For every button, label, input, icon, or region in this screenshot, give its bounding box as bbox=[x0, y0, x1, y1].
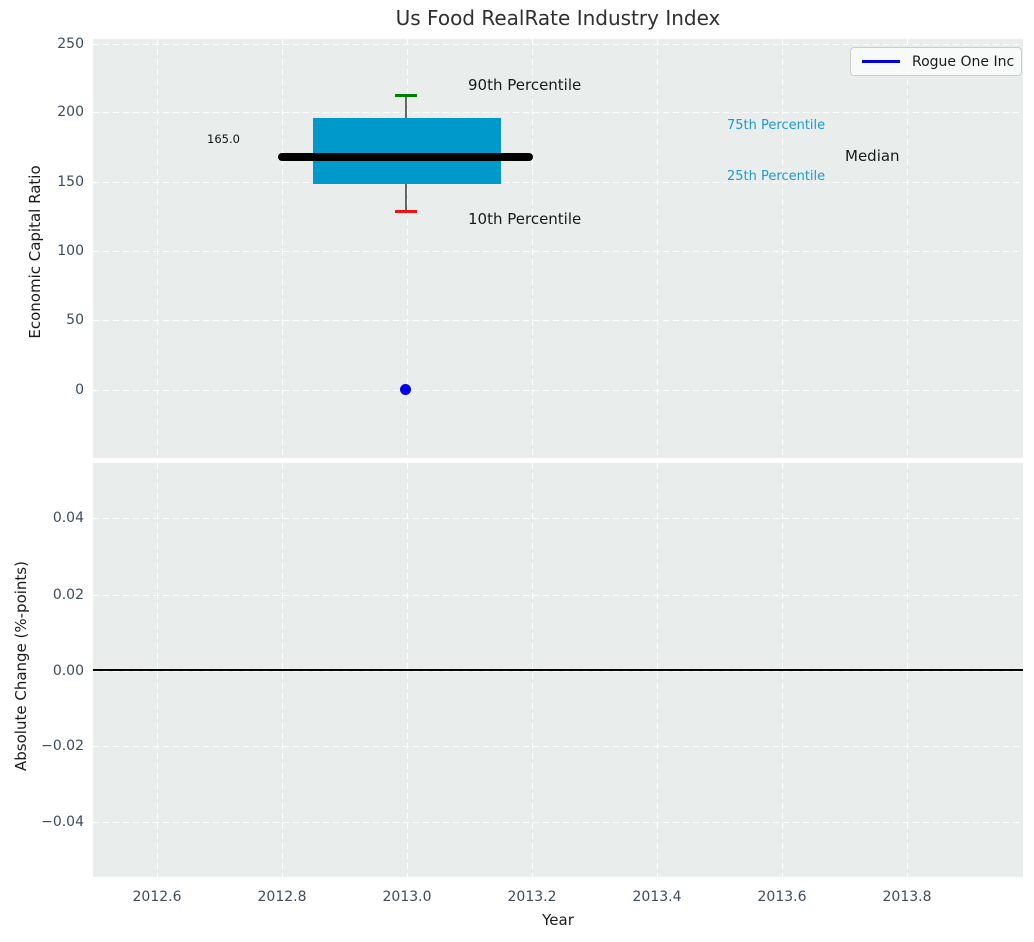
gridline bbox=[93, 518, 1023, 519]
top-plot-area: 165.0 90th Percentile 10th Percentile 75… bbox=[93, 39, 1023, 458]
gridline bbox=[907, 39, 908, 458]
gridline bbox=[93, 595, 1023, 596]
y-tick-label: 0.02 bbox=[52, 587, 84, 603]
p10-cap bbox=[395, 210, 417, 213]
p25-annotation: 25th Percentile bbox=[727, 169, 826, 184]
median-value-annotation: 165.0 bbox=[207, 132, 240, 146]
x-tick-label: 2013.4 bbox=[632, 889, 682, 905]
x-tick-label: 2013.8 bbox=[882, 889, 932, 905]
gridline bbox=[157, 39, 158, 458]
y-tick-label: 150 bbox=[57, 174, 84, 190]
gridline bbox=[93, 44, 1023, 45]
legend-line-sample bbox=[862, 60, 900, 63]
x-tick-label: 2012.6 bbox=[132, 889, 182, 905]
y-tick-label: 250 bbox=[57, 36, 84, 52]
gridline bbox=[93, 746, 1023, 747]
chart-title: Us Food RealRate Industry Index bbox=[395, 6, 721, 30]
y-tick-label: 0.04 bbox=[52, 510, 84, 526]
gridline bbox=[93, 112, 1023, 113]
p90-annotation: 90th Percentile bbox=[468, 76, 582, 94]
y-tick-label: −0.02 bbox=[41, 738, 84, 754]
rogue-one-data-point bbox=[400, 384, 411, 395]
median-annotation: Median bbox=[845, 147, 900, 165]
zero-change-line bbox=[93, 669, 1023, 671]
y-tick-label: 200 bbox=[57, 104, 84, 120]
y-tick-label: −0.04 bbox=[41, 814, 84, 830]
legend-label: Rogue One Inc bbox=[912, 53, 1015, 70]
gridline bbox=[93, 822, 1023, 823]
interquartile-box bbox=[313, 118, 501, 184]
p90-cap bbox=[395, 94, 417, 97]
gridline bbox=[93, 390, 1023, 391]
gridline bbox=[657, 39, 658, 458]
bottom-plot-area bbox=[93, 463, 1023, 877]
y-tick-label: 0 bbox=[75, 382, 84, 398]
gridline bbox=[532, 39, 533, 458]
x-tick-label: 2013.0 bbox=[382, 889, 432, 905]
median-line bbox=[278, 153, 533, 161]
gridline bbox=[93, 182, 1023, 183]
gridline bbox=[93, 320, 1023, 321]
gridline bbox=[93, 671, 1023, 672]
gridline bbox=[782, 39, 783, 458]
y-tick-label: 0.00 bbox=[52, 663, 84, 679]
x-tick-label: 2013.2 bbox=[507, 889, 557, 905]
p10-annotation: 10th Percentile bbox=[468, 210, 582, 228]
gridline bbox=[93, 251, 1023, 252]
p75-annotation: 75th Percentile bbox=[727, 118, 826, 133]
y-tick-label: 50 bbox=[66, 312, 84, 328]
x-tick-label: 2012.8 bbox=[257, 889, 307, 905]
x-axis-label: Year bbox=[542, 911, 574, 929]
gridline bbox=[282, 39, 283, 458]
x-tick-label: 2013.6 bbox=[757, 889, 807, 905]
legend: Rogue One Inc bbox=[850, 47, 1022, 76]
gridline bbox=[407, 39, 408, 458]
y-tick-label: 100 bbox=[57, 243, 84, 259]
